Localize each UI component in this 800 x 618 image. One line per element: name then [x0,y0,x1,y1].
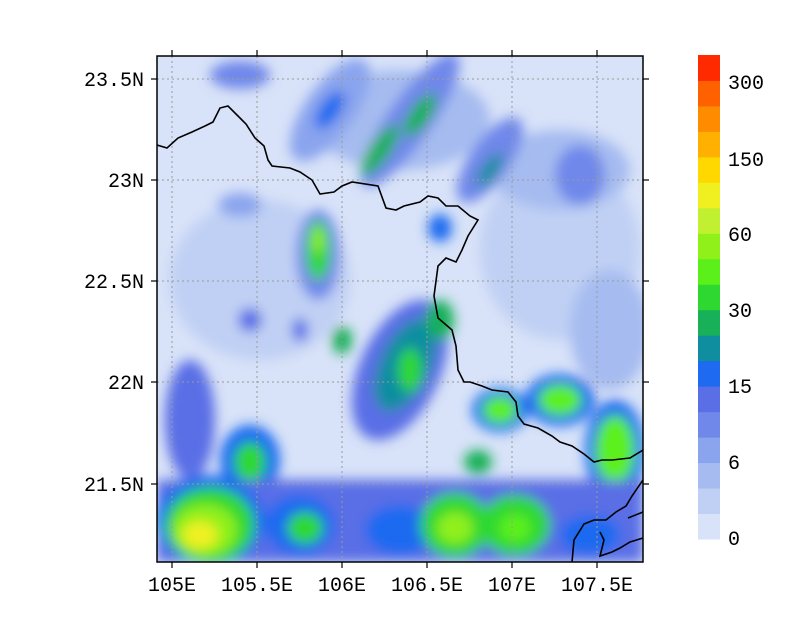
colorbar-label: 60 [728,225,752,248]
colorbar-segment [698,182,720,209]
colorbar-segment [698,462,720,489]
colorbar-label: 15 [728,377,752,400]
colorbar-segment [698,360,720,387]
lat-label: 22N [108,373,144,396]
country-border [157,105,643,562]
colorbar-segment [698,207,720,234]
colorbar-label: 300 [728,73,764,96]
plot-frame [156,55,644,563]
lon-label: 107E [488,575,536,598]
precipitation-field [157,56,643,562]
lat-label: 22.5N [84,272,144,295]
colorbar-segment [698,335,720,362]
lon-label: 106.5E [391,575,463,598]
lon-label: 105.5E [221,575,293,598]
colorbar-labels: 300 150 60 30 15 6 0 [728,73,764,552]
axis-ticks [151,50,649,568]
lat-labels: 23.5N 23N 22.5N 22N 21.5N [84,70,144,498]
colorbar [698,55,720,540]
lat-label: 23N [108,171,144,194]
colorbar-segment [698,284,720,311]
colorbar-segment [698,411,720,438]
lon-label: 107.5E [561,575,633,598]
colorbar-segment [698,488,720,515]
colorbar-segment [698,156,720,183]
lat-label: 23.5N [84,70,144,93]
colorbar-segment [698,513,720,540]
colorbar-label: 0 [728,529,740,552]
colorbar-segment [698,309,720,336]
colorbar-segment [698,437,720,464]
colorbar-segment [698,80,720,107]
lat-lon-grid [157,56,643,562]
colorbar-label: 6 [728,453,740,476]
colorbar-label: 150 [728,150,764,173]
colorbar-segment [698,131,720,158]
colorbar-segment [698,55,720,81]
lon-label: 105E [148,575,196,598]
colorbar-segment [698,386,720,413]
lon-label: 106E [318,575,366,598]
colorbar-label: 30 [728,301,752,324]
colorbar-segment [698,233,720,260]
colorbar-segment [698,105,720,132]
lon-labels: 105E 105.5E 106E 106.5E 107E 107.5E [148,575,633,598]
colorbar-segment [698,258,720,285]
lat-label: 21.5N [84,475,144,498]
